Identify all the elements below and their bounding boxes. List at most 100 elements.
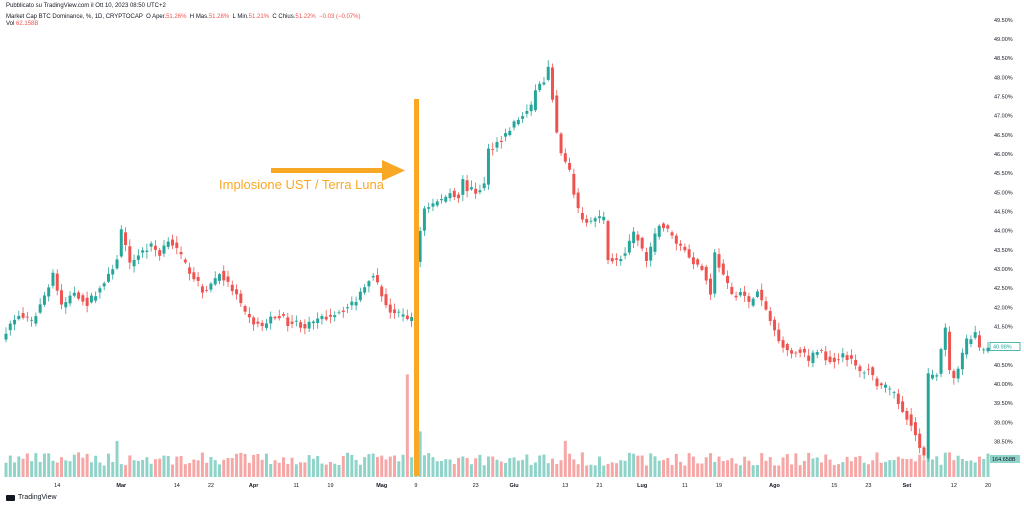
candle-body xyxy=(64,302,68,308)
y-tick-label: 46.00% xyxy=(994,152,1013,158)
y-tick-label: 44.00% xyxy=(994,229,1013,235)
candle-body xyxy=(482,183,486,189)
x-tick-label: 11 xyxy=(293,483,299,489)
volume-bar xyxy=(768,457,772,477)
volume-bar xyxy=(21,458,25,477)
candle-body xyxy=(209,283,213,290)
candle-body xyxy=(760,289,764,301)
candle-body xyxy=(593,218,597,222)
volume-bar xyxy=(469,464,473,477)
change-value: −0.03 (−0.07%) xyxy=(319,14,361,20)
volume-bar xyxy=(354,459,358,477)
volume-bar xyxy=(158,458,162,477)
candle-body xyxy=(610,258,614,262)
volume-bar xyxy=(111,462,115,477)
candle-body xyxy=(328,314,332,317)
candle-body xyxy=(469,187,473,190)
candle-body xyxy=(747,296,751,302)
candle-body xyxy=(273,316,277,319)
candle-body xyxy=(901,401,905,412)
volume-bar xyxy=(418,431,422,477)
candle-body xyxy=(533,90,537,111)
candle-body xyxy=(935,375,939,377)
candle-body xyxy=(72,292,76,296)
candle-body xyxy=(905,410,909,420)
y-tick-label: 38.50% xyxy=(994,440,1013,446)
candle-body xyxy=(892,392,896,393)
candle-body xyxy=(525,110,529,114)
volume-bar xyxy=(85,453,89,477)
low-label: L xyxy=(232,14,236,20)
candle-body xyxy=(290,321,294,324)
volume-bar xyxy=(72,454,76,477)
volume-bar xyxy=(679,461,683,477)
candle-body xyxy=(602,216,606,221)
volume-legend: Vol 62.158B xyxy=(6,21,38,27)
close-value: 51.22% xyxy=(295,14,316,20)
candle-body xyxy=(89,295,93,303)
volume-bar xyxy=(764,460,768,477)
candle-body xyxy=(282,314,286,316)
candle-body xyxy=(141,250,145,253)
candle-body xyxy=(119,229,123,257)
candle-body xyxy=(435,201,439,206)
symbol-name: Market Cap BTC Dominance, %, 1D, CRYPTOC… xyxy=(6,14,143,20)
volume-bar xyxy=(785,454,789,477)
volume-bar xyxy=(363,457,367,477)
volume-bar xyxy=(269,464,273,477)
volume-bar xyxy=(478,454,482,477)
volume-bar xyxy=(183,464,187,477)
candle-body xyxy=(179,252,183,255)
volume-bar xyxy=(854,457,858,477)
volume-bar xyxy=(832,465,836,477)
volume-bar xyxy=(60,457,63,477)
volume-bar xyxy=(593,465,597,477)
volume-bar xyxy=(871,460,875,477)
volume-bar xyxy=(149,463,153,477)
candle-body xyxy=(171,239,175,246)
volume-bar xyxy=(623,460,627,477)
volume-bar xyxy=(529,464,533,477)
candle-body xyxy=(691,257,695,265)
volume-bar xyxy=(311,458,315,477)
volume-bar xyxy=(495,459,499,477)
candle-body xyxy=(909,414,913,426)
volume-bar xyxy=(192,459,196,477)
volume-bar xyxy=(397,461,401,477)
volume-bar xyxy=(106,453,110,477)
volume-bar xyxy=(427,453,431,477)
volume-bar xyxy=(704,457,708,477)
candle-body xyxy=(465,180,469,192)
candle-body xyxy=(807,355,811,361)
candle-body xyxy=(410,317,414,322)
candle-body xyxy=(764,301,768,310)
candle-body xyxy=(418,230,422,262)
volume-bar xyxy=(858,455,862,477)
volume-bar xyxy=(98,462,102,477)
candle-body xyxy=(98,288,102,293)
volume-bar xyxy=(841,462,845,477)
volume-bar xyxy=(811,458,815,477)
y-tick-label: 48.50% xyxy=(994,56,1013,62)
candle-body xyxy=(632,231,636,244)
candle-body xyxy=(913,422,917,436)
volume-bar xyxy=(256,454,260,477)
candle-body xyxy=(572,173,576,195)
candle-body xyxy=(708,278,712,295)
volume-bar xyxy=(837,464,841,477)
candle-body xyxy=(670,232,674,236)
ohlc-legend: Market Cap BTC Dominance, %, 1D, CRYPTOC… xyxy=(6,14,360,20)
tradingview-logo-icon xyxy=(6,494,15,501)
candle-body xyxy=(102,283,106,287)
candle-body xyxy=(264,323,268,328)
volume-bar xyxy=(371,453,375,477)
x-tick-label: 13 xyxy=(562,483,568,489)
volume-bar xyxy=(931,459,934,477)
candle-body xyxy=(380,286,384,297)
volume-bar xyxy=(119,464,123,477)
volume-bar xyxy=(320,463,324,477)
volume-bar xyxy=(777,465,781,477)
candle-body xyxy=(623,253,627,256)
candle-body xyxy=(931,374,934,379)
